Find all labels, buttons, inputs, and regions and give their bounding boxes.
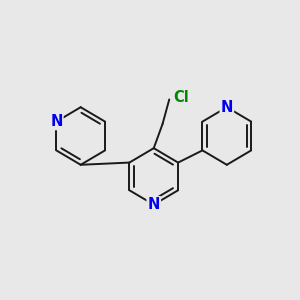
Text: Cl: Cl [174, 90, 189, 105]
Text: N: N [50, 114, 62, 129]
Text: N: N [220, 100, 233, 115]
Text: N: N [148, 197, 160, 212]
